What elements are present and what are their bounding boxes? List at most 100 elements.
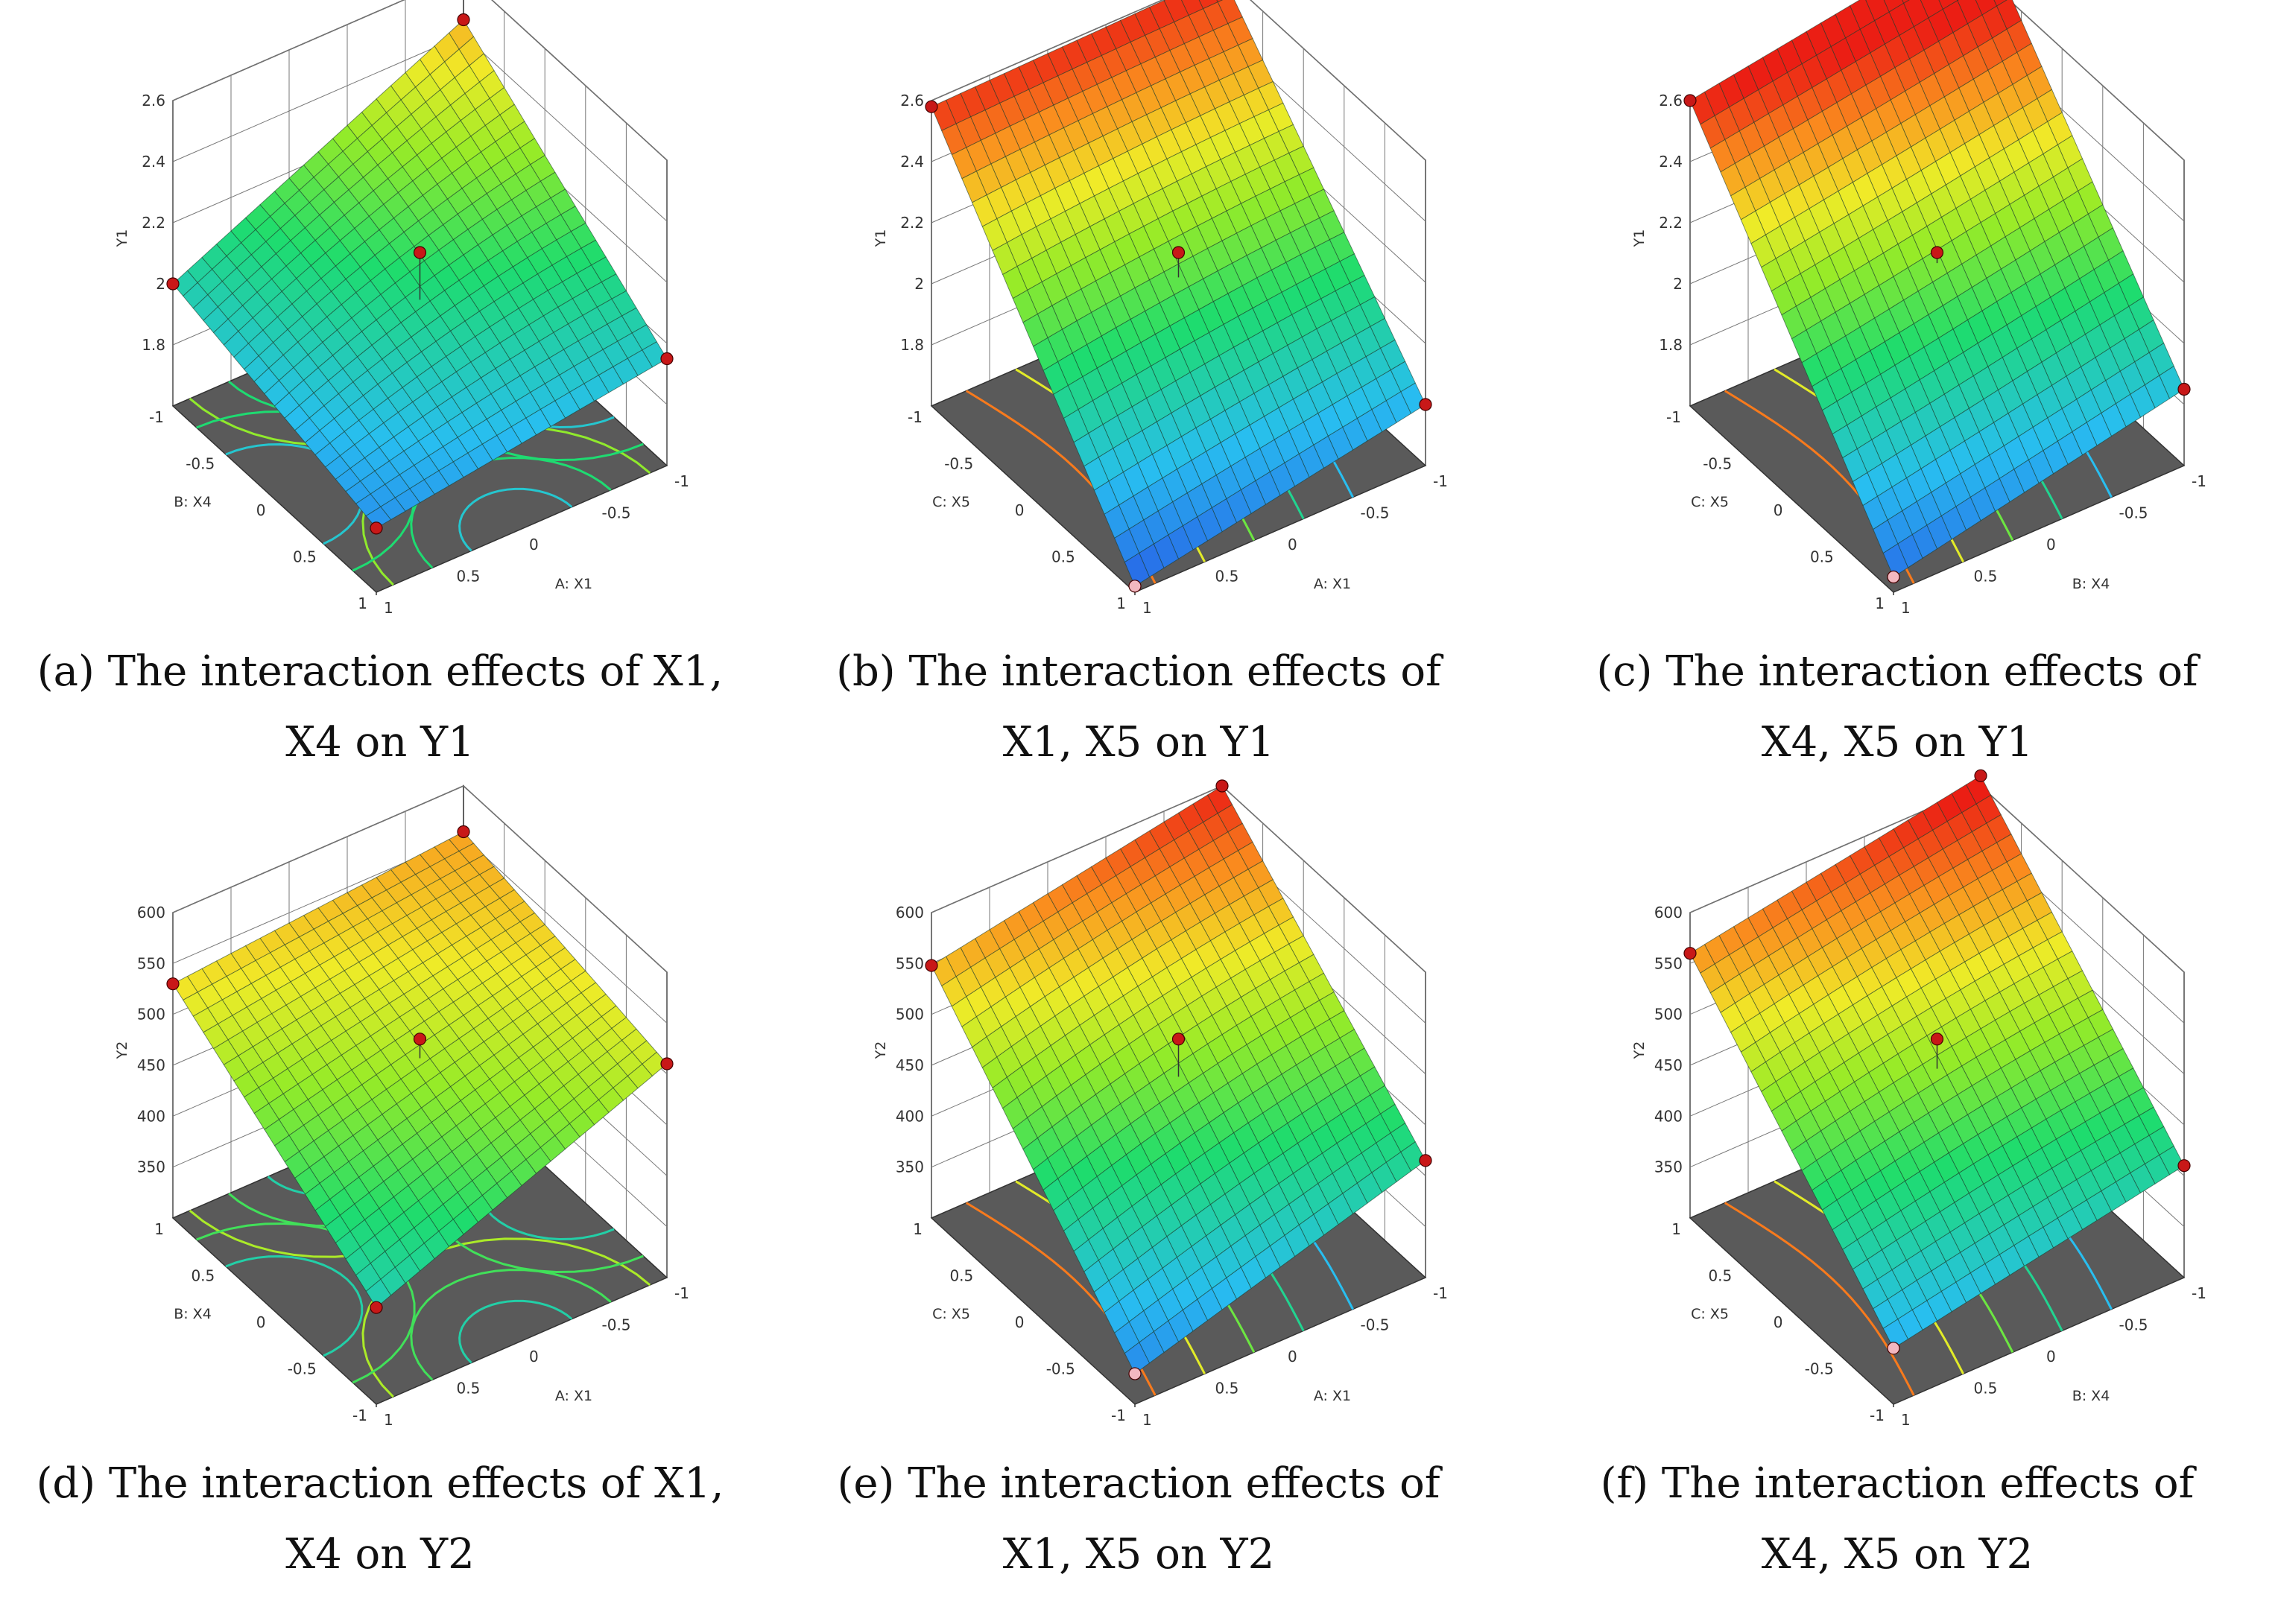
center-point — [1930, 246, 1944, 259]
y-tick-label: -0.5 — [288, 1360, 317, 1378]
design-point — [660, 1057, 674, 1070]
y-tick-label: 0 — [1774, 501, 1783, 519]
z-tick-label: 450 — [1654, 1056, 1683, 1074]
z-axis-label: Y1 — [1631, 229, 1648, 248]
x-tick-label: 1 — [1901, 1411, 1911, 1429]
design-point — [370, 1301, 383, 1314]
y-tick-label: -1 — [352, 1406, 367, 1424]
x-tick-label: 0 — [1288, 1348, 1297, 1366]
panel-caption-line: X4 on Y2 — [285, 1530, 474, 1579]
x-tick-label: 0 — [529, 1348, 539, 1366]
panel-e: 350 400 450 500 550 600 Y2 -1 -0.5 0 0.5 1 1 0.5 0 -0.5… — [837, 779, 1448, 1579]
response-surface — [931, 0, 1426, 587]
center-point — [1171, 246, 1186, 259]
panel-d: 350 400 450 500 550 600 Y2 -1 -0.5 0 0.5 1 1 0.5 0 -0.5… — [37, 784, 724, 1579]
x-tick-label: 1 — [384, 1411, 393, 1429]
center-point — [413, 1033, 427, 1046]
design-point — [1683, 94, 1697, 107]
x-tick-label: -1 — [2192, 1284, 2206, 1302]
y-tick-label: 0.5 — [949, 1267, 973, 1285]
x-tick-label: -0.5 — [2119, 504, 2148, 522]
x-tick-label: 0.5 — [1974, 1380, 1998, 1398]
y-tick-label: -1 — [908, 408, 923, 426]
x-tick-label: 0 — [529, 536, 539, 554]
design-points — [925, 779, 1432, 1380]
x-tick-label: -1 — [1433, 472, 1448, 490]
y-axis-label: C: X5 — [1691, 1306, 1729, 1322]
y-tick-label: -1 — [149, 408, 164, 426]
z-tick-label: 350 — [896, 1158, 924, 1176]
x-tick-label: 0 — [2046, 1348, 2056, 1366]
panel-caption-line: X4, X5 on Y2 — [1762, 1530, 2034, 1579]
x-tick-label: 0.5 — [1974, 568, 1998, 586]
z-tick-label: 2.4 — [1659, 153, 1683, 171]
x-tick-label: -1 — [674, 1284, 689, 1302]
center-point — [1171, 1033, 1186, 1046]
z-tick-label: 2.4 — [142, 153, 165, 171]
y-tick-label: 0 — [1015, 501, 1025, 519]
x-tick-label: 1 — [384, 599, 393, 617]
design-point — [1887, 570, 1900, 584]
y-tick-label: 1 — [1875, 594, 1885, 612]
panel-caption-line: (b) The interaction effects of — [836, 647, 1444, 696]
y-tick-label: -1 — [1870, 1406, 1885, 1424]
x-tick-label: 0.5 — [1215, 568, 1239, 586]
x-tick-label: -1 — [2192, 472, 2206, 490]
z-tick-label: 550 — [896, 954, 924, 972]
z-gridline — [931, 0, 1426, 161]
y-tick-label: 1 — [358, 594, 367, 612]
z-tick-label: 2.2 — [900, 214, 924, 232]
center-point — [1930, 1033, 1944, 1046]
panel-f: 350 400 450 500 550 600 Y2 -1 -0.5 0 0.5 1 1 0.5 0 -0.5… — [1601, 769, 2206, 1579]
x-tick-label: 0 — [1288, 536, 1297, 554]
z-tick-label: 2 — [914, 275, 924, 293]
y-axis-label: C: X5 — [932, 1306, 970, 1322]
z-tick-label: 400 — [1654, 1107, 1683, 1125]
panel-caption-line: X4 on Y1 — [285, 718, 474, 767]
panel-c: 1.8 2 2.2 2.4 2.6 Y1 -1 -0.5 0 0.5 1 -1 -0.5 0 0.5 1 B: … — [1596, 0, 2206, 767]
panel-a: 1.8 2 2.2 2.4 2.6 Y1 -1 -0.5 0 0.5 1 -1 -0.5 0 0.5 1 A: … — [37, 0, 723, 767]
z-tick-label: 600 — [896, 904, 924, 922]
panel-caption-line: (f) The interaction effects of — [1601, 1459, 2198, 1508]
design-point — [1419, 398, 1432, 411]
panel-caption-line: (a) The interaction effects of X1, — [37, 647, 723, 696]
y-tick-label: -1 — [1666, 408, 1681, 426]
design-point — [660, 352, 674, 366]
z-tick-label: 2.4 — [900, 153, 924, 171]
z-tick-label: 400 — [137, 1107, 165, 1125]
design-point — [925, 100, 938, 113]
z-axis-label: Y2 — [873, 1041, 889, 1060]
y-tick-label: 0 — [256, 1313, 266, 1331]
panel-caption-line: X1, X5 on Y1 — [1003, 718, 1275, 767]
z-axis-label: Y1 — [873, 229, 889, 248]
z-gridline — [172, 0, 668, 161]
y-tick-label: 1 — [1116, 594, 1126, 612]
y-axis-label: B: X4 — [174, 1306, 212, 1322]
floor-contour — [410, 1269, 612, 1381]
y-tick-label: -0.5 — [1046, 1360, 1075, 1378]
y-tick-label: 0.5 — [1051, 548, 1075, 566]
y-tick-label: -1 — [1111, 1406, 1126, 1424]
floor-contour — [458, 487, 573, 552]
design-point — [1419, 1154, 1432, 1167]
z-tick-label: 350 — [137, 1158, 165, 1176]
y-tick-label: -0.5 — [944, 455, 973, 473]
center-point — [413, 246, 427, 259]
design-point — [1683, 947, 1697, 960]
x-tick-label: 1 — [1901, 599, 1911, 617]
design-points — [1683, 769, 2191, 1355]
panel-caption-line: (c) The interaction effects of — [1596, 647, 2201, 696]
design-point — [457, 825, 470, 839]
response-surface — [1689, 0, 2185, 578]
y-tick-label: 0.5 — [1708, 1267, 1732, 1285]
design-point — [1128, 580, 1142, 593]
z-tick-label: 2.6 — [900, 92, 924, 110]
y-tick-label: 0 — [1015, 1313, 1025, 1331]
design-points — [166, 825, 674, 1314]
z-axis-label: Y1 — [114, 229, 130, 248]
design-point — [2177, 382, 2191, 396]
floor-contour — [225, 1255, 364, 1357]
design-points — [925, 100, 1432, 593]
response-surface — [931, 785, 1426, 1374]
